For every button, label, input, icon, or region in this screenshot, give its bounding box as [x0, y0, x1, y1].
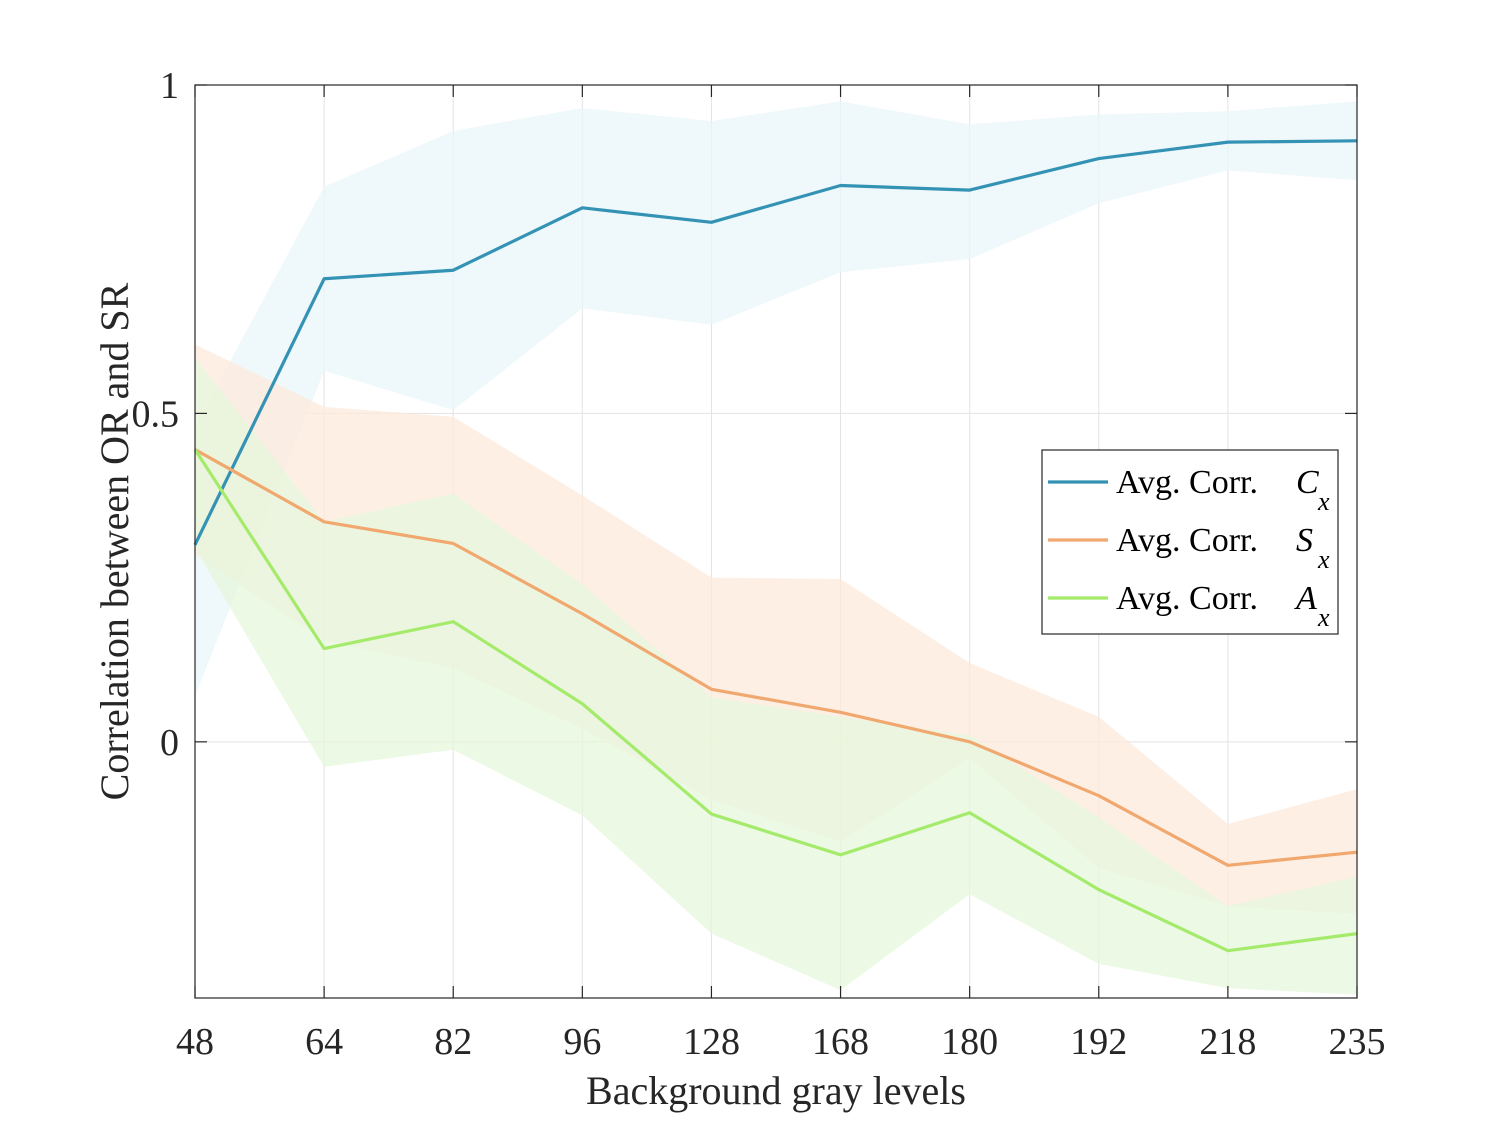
series-lines: [193, 139, 1358, 953]
legend-subscript-3: x: [1317, 603, 1330, 632]
legend-symbol-1: C: [1296, 464, 1319, 501]
legend: Avg. Corr. Cx Avg. Corr. Sx Avg. Corr. Ax: [1041, 449, 1339, 635]
x-tick-label: 128: [683, 1021, 740, 1063]
legend-subscript-2: x: [1317, 545, 1330, 574]
confidence-bands: [195, 101, 1357, 995]
y-tick-label: 1: [160, 65, 179, 107]
x-tick-label: 48: [176, 1021, 214, 1063]
ticks: [194, 84, 1358, 998]
axes-frame: [194, 84, 1358, 999]
x-tick-label: 96: [563, 1021, 601, 1063]
legend-subscript-1: x: [1317, 487, 1330, 516]
legend-symbol-2: S: [1296, 522, 1313, 559]
x-tick-label: 192: [1070, 1021, 1127, 1063]
band-series-1: [195, 101, 1357, 696]
legend-label-2: Avg. Corr.: [1116, 522, 1258, 559]
x-tick-label: 64: [305, 1021, 343, 1063]
x-tick-label: 180: [941, 1021, 998, 1063]
y-tick-label: 0.5: [132, 393, 180, 435]
band-series-2: [195, 344, 1357, 914]
legend-label-3: Avg. Corr.: [1116, 580, 1258, 617]
line-series-1: [193, 139, 1358, 546]
x-tick-label: 168: [812, 1021, 869, 1063]
line-series-2: [194, 448, 1358, 867]
x-tick-labels: 48 64 82 96 128 168 180 192 218 235: [176, 1021, 1386, 1063]
line-series-3: [193, 448, 1358, 953]
legend-symbol-3: A: [1294, 580, 1317, 617]
x-tick-label: 82: [434, 1021, 472, 1063]
y-tick-label: 0: [160, 722, 179, 764]
y-axis-label: Correlation between OR and SR: [92, 282, 137, 800]
x-tick-label: 218: [1199, 1021, 1256, 1063]
x-tick-label: 235: [1329, 1021, 1386, 1063]
legend-label-1: Avg. Corr.: [1116, 464, 1258, 501]
y-tick-labels: 00.51: [132, 65, 180, 764]
x-axis-label: Background gray levels: [586, 1068, 966, 1113]
band-series-3: [195, 357, 1357, 995]
